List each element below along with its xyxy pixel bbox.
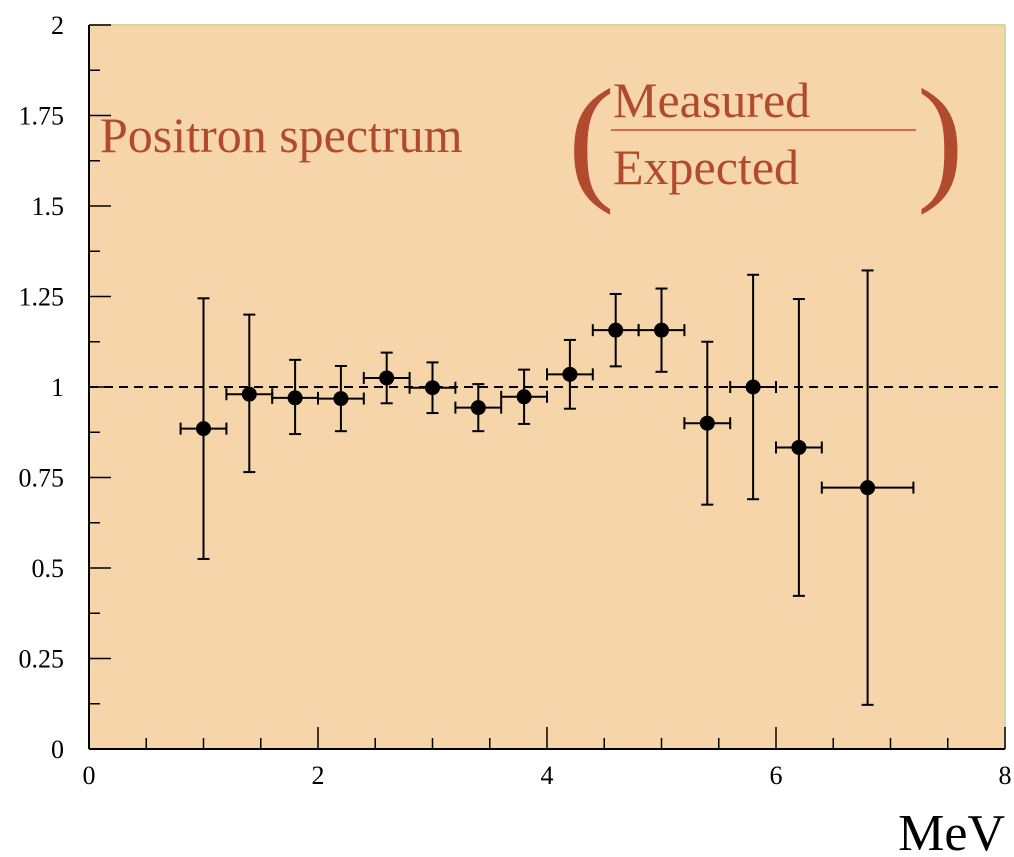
data-marker: [791, 440, 806, 455]
x-axis-label: MeV: [898, 805, 1005, 857]
data-marker: [654, 323, 669, 338]
data-marker: [333, 391, 348, 406]
y-tick-label: 0.5: [32, 554, 65, 583]
data-marker: [700, 416, 715, 431]
title-right-paren: ): [917, 61, 964, 216]
data-marker: [242, 387, 257, 402]
y-tick-label: 1.25: [19, 283, 65, 312]
title-denominator: Expected: [613, 139, 799, 195]
y-tick-label: 1: [51, 373, 64, 402]
data-marker: [517, 389, 532, 404]
data-marker: [196, 421, 211, 436]
data-marker: [562, 367, 577, 382]
y-tick-label: 2: [51, 11, 64, 40]
data-marker: [860, 480, 875, 495]
y-tick-label: 0: [51, 735, 64, 764]
title-left-paren: (: [568, 61, 615, 216]
x-tick-label: 2: [312, 761, 325, 790]
title-numerator: Measured: [613, 72, 810, 128]
x-tick-label: 8: [999, 761, 1012, 790]
y-tick-label: 0.75: [19, 464, 65, 493]
y-tick-label: 0.25: [19, 645, 65, 674]
data-marker: [746, 380, 761, 395]
y-tick-label: 1.5: [32, 192, 65, 221]
data-marker: [288, 390, 303, 405]
x-tick-label: 0: [83, 761, 96, 790]
title-main: Positron spectrum: [100, 107, 463, 163]
x-tick-label: 4: [541, 761, 554, 790]
data-marker: [471, 400, 486, 415]
data-marker: [608, 323, 623, 338]
data-marker: [379, 370, 394, 385]
data-marker: [425, 380, 440, 395]
y-tick-label: 1.75: [19, 102, 65, 131]
x-tick-label: 6: [770, 761, 783, 790]
